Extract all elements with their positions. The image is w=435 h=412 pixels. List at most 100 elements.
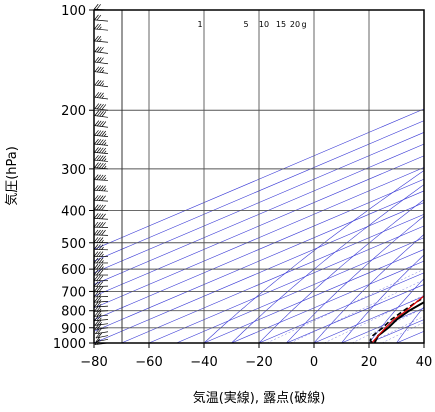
wind-barb-half [97, 338, 101, 342]
wind-barb [94, 162, 109, 170]
wind-barb-flag [101, 229, 106, 236]
wind-barb [95, 328, 109, 335]
wind-barb [93, 251, 108, 257]
wind-barb-flag [99, 139, 104, 145]
wind-barb-flag [101, 185, 106, 191]
y-tick-label: 800 [61, 305, 86, 320]
mixing-ratio-label: 20 [290, 20, 300, 29]
wind-barb-flag [96, 306, 101, 312]
wind-barb-stem [94, 19, 109, 22]
wind-barb-flag [96, 275, 101, 281]
wind-barb-stem [94, 71, 109, 74]
wind-barb [94, 315, 109, 322]
wind-barb-stem [94, 327, 109, 330]
wind-barb [94, 92, 109, 100]
wind-barb-flag [96, 315, 102, 321]
wind-barb-flag [99, 67, 104, 73]
wind-barb-half [103, 150, 107, 154]
y-tick-label: 600 [61, 263, 86, 278]
wind-barb [93, 286, 109, 293]
wind-barb-flag [94, 56, 100, 63]
wind-barb [94, 130, 109, 137]
wind-barb-flag [96, 23, 102, 30]
wind-barb [94, 311, 109, 317]
mixing-ratio-line [290, 279, 424, 343]
wind-barb-stem [94, 125, 109, 128]
wind-barb-flag [99, 92, 104, 99]
wind-barb-flag [96, 301, 101, 308]
y-axis-title: 気圧(hPa) [4, 146, 20, 206]
wind-barb-flag [96, 244, 101, 250]
y-tick-label: 700 [61, 285, 86, 300]
wind-barb-flag [94, 46, 100, 52]
wind-barb-flag [93, 174, 99, 180]
plot-frame [93, 9, 425, 344]
wind-barb-flag [94, 315, 99, 321]
wind-barb-flag [94, 110, 100, 116]
wind-barb-half [98, 308, 102, 312]
wind-barb [94, 14, 109, 22]
isotherm-line [94, 155, 424, 297]
wind-barb-flag [94, 320, 100, 326]
wind-barb-half [101, 246, 104, 250]
wind-barb-flag [94, 14, 99, 21]
wind-barb-flag [96, 155, 102, 161]
wind-barb-flag [101, 163, 106, 169]
wind-barb-half [103, 133, 107, 137]
wind-barb [94, 56, 109, 65]
wind-barb [93, 195, 109, 202]
wind-barb-flag [96, 110, 102, 117]
wind-barb-flag [101, 111, 107, 117]
wind-barb-half [101, 260, 104, 264]
y-tick-label: 300 [61, 163, 86, 178]
wind-barb-stem [94, 189, 109, 192]
wind-barb-flag [95, 332, 101, 339]
wind-barb [94, 147, 109, 154]
isotherm-line [94, 202, 424, 343]
wind-barb-flag [96, 286, 101, 292]
wind-barb-flag [93, 297, 99, 303]
wind-barb-flag [96, 174, 101, 180]
wind-barb-stem [94, 84, 109, 88]
isotherm-line [94, 143, 424, 285]
wind-barb-stem [94, 301, 109, 303]
wind-barb [94, 120, 109, 128]
x-tick-label: −20 [245, 355, 272, 370]
wind-barb-flag [101, 155, 106, 162]
wind-barb-flag [101, 121, 107, 127]
wind-barb-flag [95, 328, 100, 335]
wind-barb-flag [96, 204, 101, 211]
wind-barb-flag [98, 174, 104, 181]
wind-barb-flag [94, 130, 99, 136]
mixing-ratio-label: g [301, 20, 306, 29]
wind-barb-flag [94, 79, 100, 86]
wind-barb-flag [94, 138, 99, 145]
wind-barb-flag [98, 229, 104, 236]
wind-barb-flag [93, 185, 99, 191]
isotherm-line [94, 178, 424, 320]
wind-barb-flag [94, 147, 99, 153]
wind-barb-flag [98, 281, 104, 287]
wind-barb-half [103, 177, 107, 181]
wind-barb-flag [101, 204, 106, 211]
isotherm-line [94, 167, 424, 309]
wind-barb [93, 237, 109, 244]
wind-barb [94, 46, 109, 54]
wind-barb-stem [94, 167, 109, 170]
wind-barb-half [103, 158, 107, 162]
wind-barb-flag [99, 80, 104, 86]
isotherm-line [94, 120, 424, 262]
wind-barb-flag [98, 195, 104, 201]
dry-adiabat-line [341, 254, 424, 343]
dry-adiabat-line [368, 278, 424, 343]
wind-barb-flag [99, 103, 104, 110]
profile-series [369, 295, 424, 343]
mixing-ratio-label: 10 [259, 20, 269, 29]
wind-barb-flag [96, 257, 101, 264]
wind-barb-flag [96, 14, 102, 21]
wind-barb [94, 103, 109, 111]
wind-barb-flag [101, 222, 106, 228]
wind-barb-flag [101, 174, 106, 181]
wind-barb-flag [94, 162, 99, 168]
